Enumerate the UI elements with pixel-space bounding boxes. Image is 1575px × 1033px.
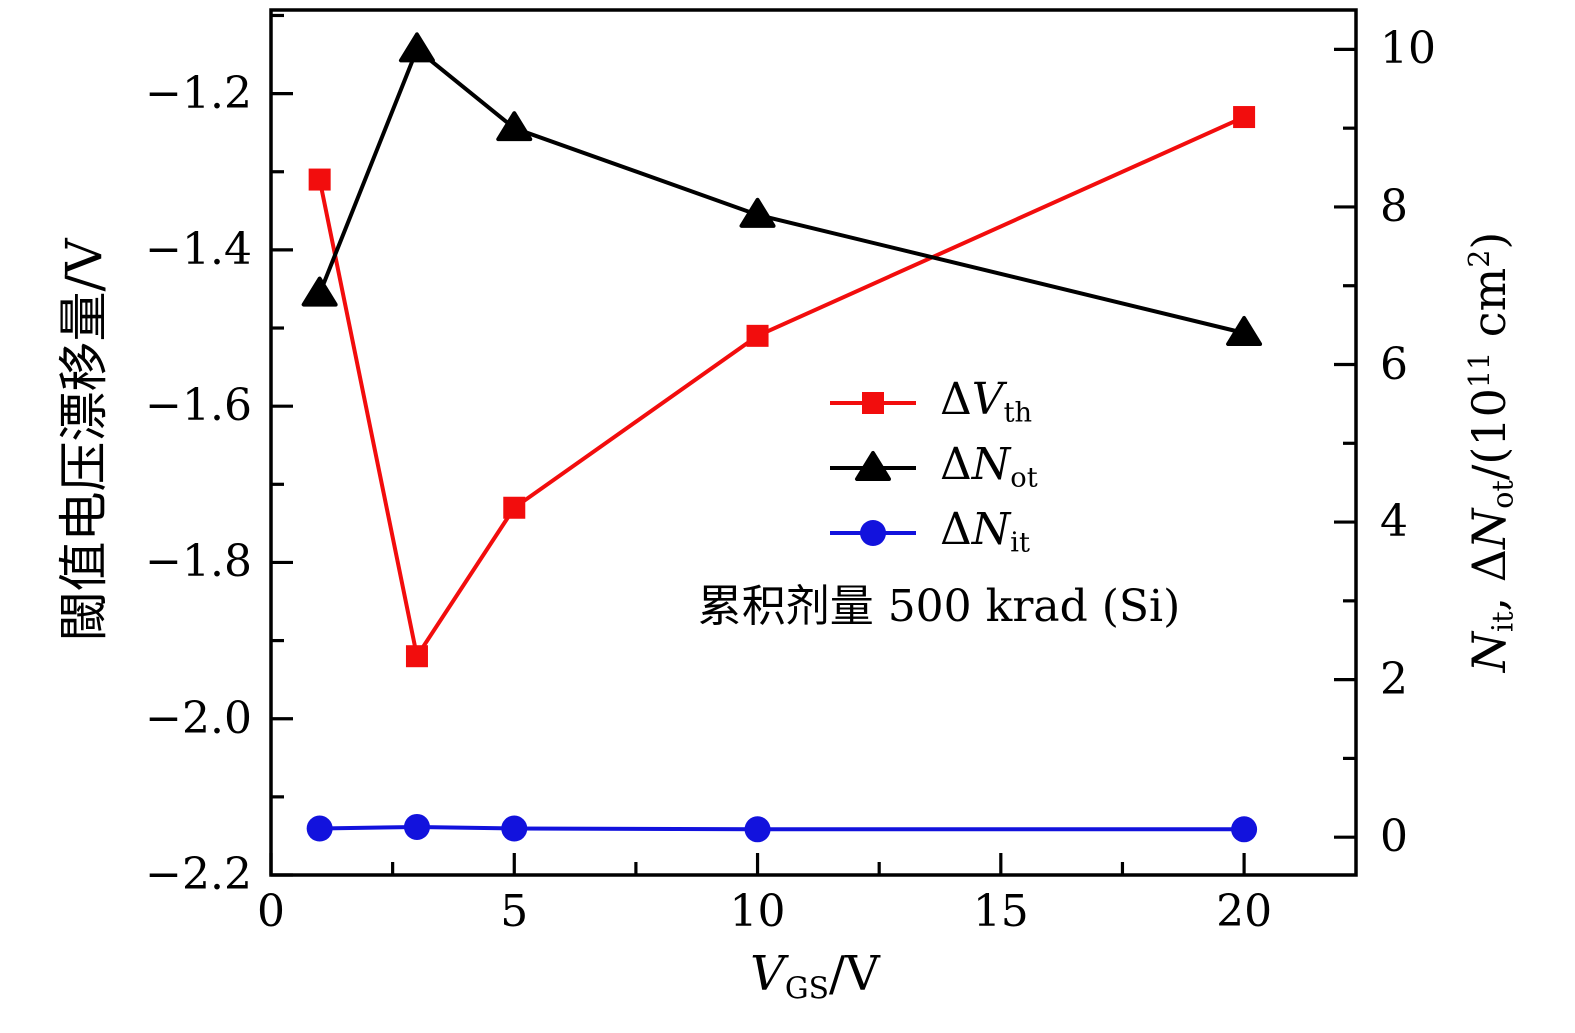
legend-swatch-dvth [830,391,916,414]
series-line-dvth [317,115,1245,662]
y-right-tick-label: 8 [1380,180,1408,232]
y-right-tick-label: 2 [1380,653,1408,705]
circle-marker [403,813,430,840]
y-left-tick-label: −2.2 [145,849,252,900]
label-segment: 11 [1463,351,1497,389]
y-left-tick-label: −2.0 [145,692,252,744]
legend-swatch-dnot [830,450,916,481]
series-line-dnit [319,824,1245,832]
label-segment: V [971,374,1004,426]
label-segment: Δ [940,374,972,426]
y-right-tick-label: 6 [1380,338,1408,390]
x-axis-label: VGS/V [750,950,880,1004]
y-left-tick-label: −1.2 [145,67,252,119]
series-dnot [301,32,1263,346]
square-marker [746,324,769,347]
legend-item-dvth: ΔVth [828,370,1038,435]
y-right-tick-label: 10 [1380,23,1436,75]
triangle-marker [1226,315,1263,346]
square-marker [1233,106,1256,129]
label-segment: ot [1486,480,1520,509]
series-dnit [306,813,1258,843]
square-marker [862,391,884,414]
legend-label-dvth: ΔVth [940,378,1032,427]
circle-marker [306,815,333,842]
circle-marker [744,816,771,843]
square-marker [308,168,331,191]
label-segment: N [1461,632,1516,673]
label-segment: /V [828,945,880,1002]
label-segment: th [1003,397,1033,429]
label-segment: ) [1461,231,1516,250]
square-marker [503,496,526,519]
label-segment: , Δ [1461,548,1516,612]
legend-item-dnit: ΔNit [828,500,1038,565]
label-segment: V [750,945,785,1002]
series-dvth [308,106,1256,668]
label-segment: N [1461,508,1516,549]
circle-marker [1231,816,1258,843]
triangle-marker [496,111,533,142]
legend-label-dnit: ΔNit [940,508,1030,557]
circle-marker [501,815,528,842]
y-right-tick-label: 4 [1380,496,1408,548]
x-axis-tick-label: 15 [972,886,1029,937]
label-segment: N [971,504,1011,556]
label-segment: cm [1461,267,1516,352]
square-marker [405,645,428,668]
legend-label-dnot: ΔNot [940,443,1038,492]
label-segment: it [1010,527,1030,559]
dose-annotation: 累积剂量 500 krad (Si) [697,581,1181,632]
x-axis-tick-label: 5 [500,886,529,937]
label-segment: it [1486,611,1520,633]
label-segment: Δ [940,439,972,491]
y-left-tick-label: −1.8 [145,536,252,588]
label-segment: GS [784,971,829,1007]
legend: ΔVth ΔNot ΔNit [828,370,1038,565]
triangle-marker [398,32,435,63]
label-segment: Δ [940,504,972,556]
x-axis-tick-label: 10 [729,886,786,937]
y-left-tick-label: −1.4 [145,223,252,275]
triangle-marker [301,276,338,307]
y-left-axis-label: 閾值电压漂移量/V [55,238,113,642]
legend-swatch-dnit [830,519,916,546]
triangle-marker [855,450,891,481]
y-right-axis-label: Nit, ΔNot/(1011 cm2) [1462,232,1520,673]
y-right-tick-label: 0 [1380,811,1408,863]
label-segment: /(10 [1461,388,1516,481]
x-axis-tick-label: 20 [1216,886,1273,937]
triangle-marker [739,197,776,228]
series-line-dnot [317,46,1245,335]
label-segment: 2 [1463,249,1497,268]
label-segment: N [971,439,1011,491]
y-left-tick-label: −1.6 [145,380,252,432]
circle-marker [860,519,886,546]
x-axis-tick-label: 0 [257,886,285,937]
legend-item-dnot: ΔNot [828,435,1038,500]
label-segment: ot [1010,462,1038,494]
